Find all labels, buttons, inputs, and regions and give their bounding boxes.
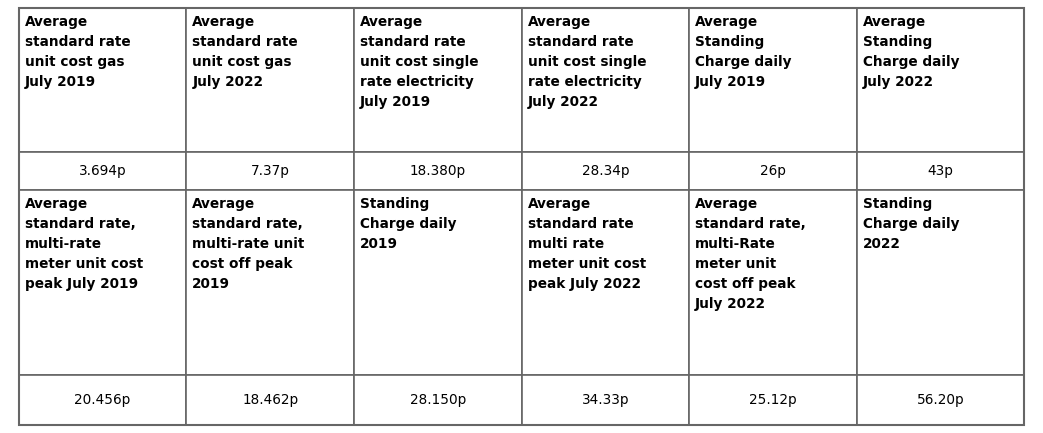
Bar: [354, 190, 522, 375]
Text: Average
standard rate,
multi-Rate
meter unit
cost off peak
July 2022: Average standard rate, multi-Rate meter …: [695, 197, 806, 311]
Bar: [187, 8, 354, 152]
Text: Standing
Charge daily
2022: Standing Charge daily 2022: [863, 197, 960, 251]
Bar: [689, 190, 856, 375]
Text: 7.37p: 7.37p: [250, 164, 290, 178]
Text: 26p: 26p: [760, 164, 785, 178]
Bar: [522, 190, 689, 375]
Bar: [689, 8, 856, 152]
Bar: [19, 8, 187, 152]
Bar: [19, 375, 187, 425]
Text: 28.150p: 28.150p: [410, 393, 466, 407]
Text: 56.20p: 56.20p: [917, 393, 964, 407]
Text: 18.380p: 18.380p: [410, 164, 466, 178]
Text: Average
standard rate
unit cost single
rate electricity
July 2022: Average standard rate unit cost single r…: [528, 15, 646, 109]
Text: Average
standard rate
unit cost gas
July 2019: Average standard rate unit cost gas July…: [25, 15, 130, 89]
Bar: [856, 152, 1024, 190]
Bar: [187, 375, 354, 425]
Text: Average
standard rate
unit cost gas
July 2022: Average standard rate unit cost gas July…: [192, 15, 298, 89]
Bar: [856, 8, 1024, 152]
Bar: [354, 375, 522, 425]
Text: Average
standard rate
multi rate
meter unit cost
peak July 2022: Average standard rate multi rate meter u…: [528, 197, 646, 291]
Text: 43p: 43p: [927, 164, 953, 178]
Text: Average
standard rate,
multi-rate unit
cost off peak
2019: Average standard rate, multi-rate unit c…: [192, 197, 305, 291]
Bar: [856, 190, 1024, 375]
Text: 28.34p: 28.34p: [582, 164, 629, 178]
Text: 18.462p: 18.462p: [242, 393, 298, 407]
Text: 25.12p: 25.12p: [749, 393, 797, 407]
Text: Average
standard rate,
multi-rate
meter unit cost
peak July 2019: Average standard rate, multi-rate meter …: [25, 197, 143, 291]
Text: Average
Standing
Charge daily
July 2019: Average Standing Charge daily July 2019: [695, 15, 792, 89]
Bar: [522, 375, 689, 425]
Bar: [689, 375, 856, 425]
Text: 34.33p: 34.33p: [582, 393, 629, 407]
Bar: [522, 152, 689, 190]
Bar: [689, 152, 856, 190]
Text: 3.694p: 3.694p: [79, 164, 126, 178]
Text: Average
Standing
Charge daily
July 2022: Average Standing Charge daily July 2022: [863, 15, 960, 89]
Bar: [354, 8, 522, 152]
Bar: [187, 152, 354, 190]
Bar: [856, 375, 1024, 425]
Text: Standing
Charge daily
2019: Standing Charge daily 2019: [360, 197, 457, 251]
Bar: [522, 8, 689, 152]
Bar: [19, 190, 187, 375]
Text: 20.456p: 20.456p: [74, 393, 130, 407]
Bar: [354, 152, 522, 190]
Bar: [187, 190, 354, 375]
Text: Average
standard rate
unit cost single
rate electricity
July 2019: Average standard rate unit cost single r…: [360, 15, 479, 109]
Bar: [19, 152, 187, 190]
